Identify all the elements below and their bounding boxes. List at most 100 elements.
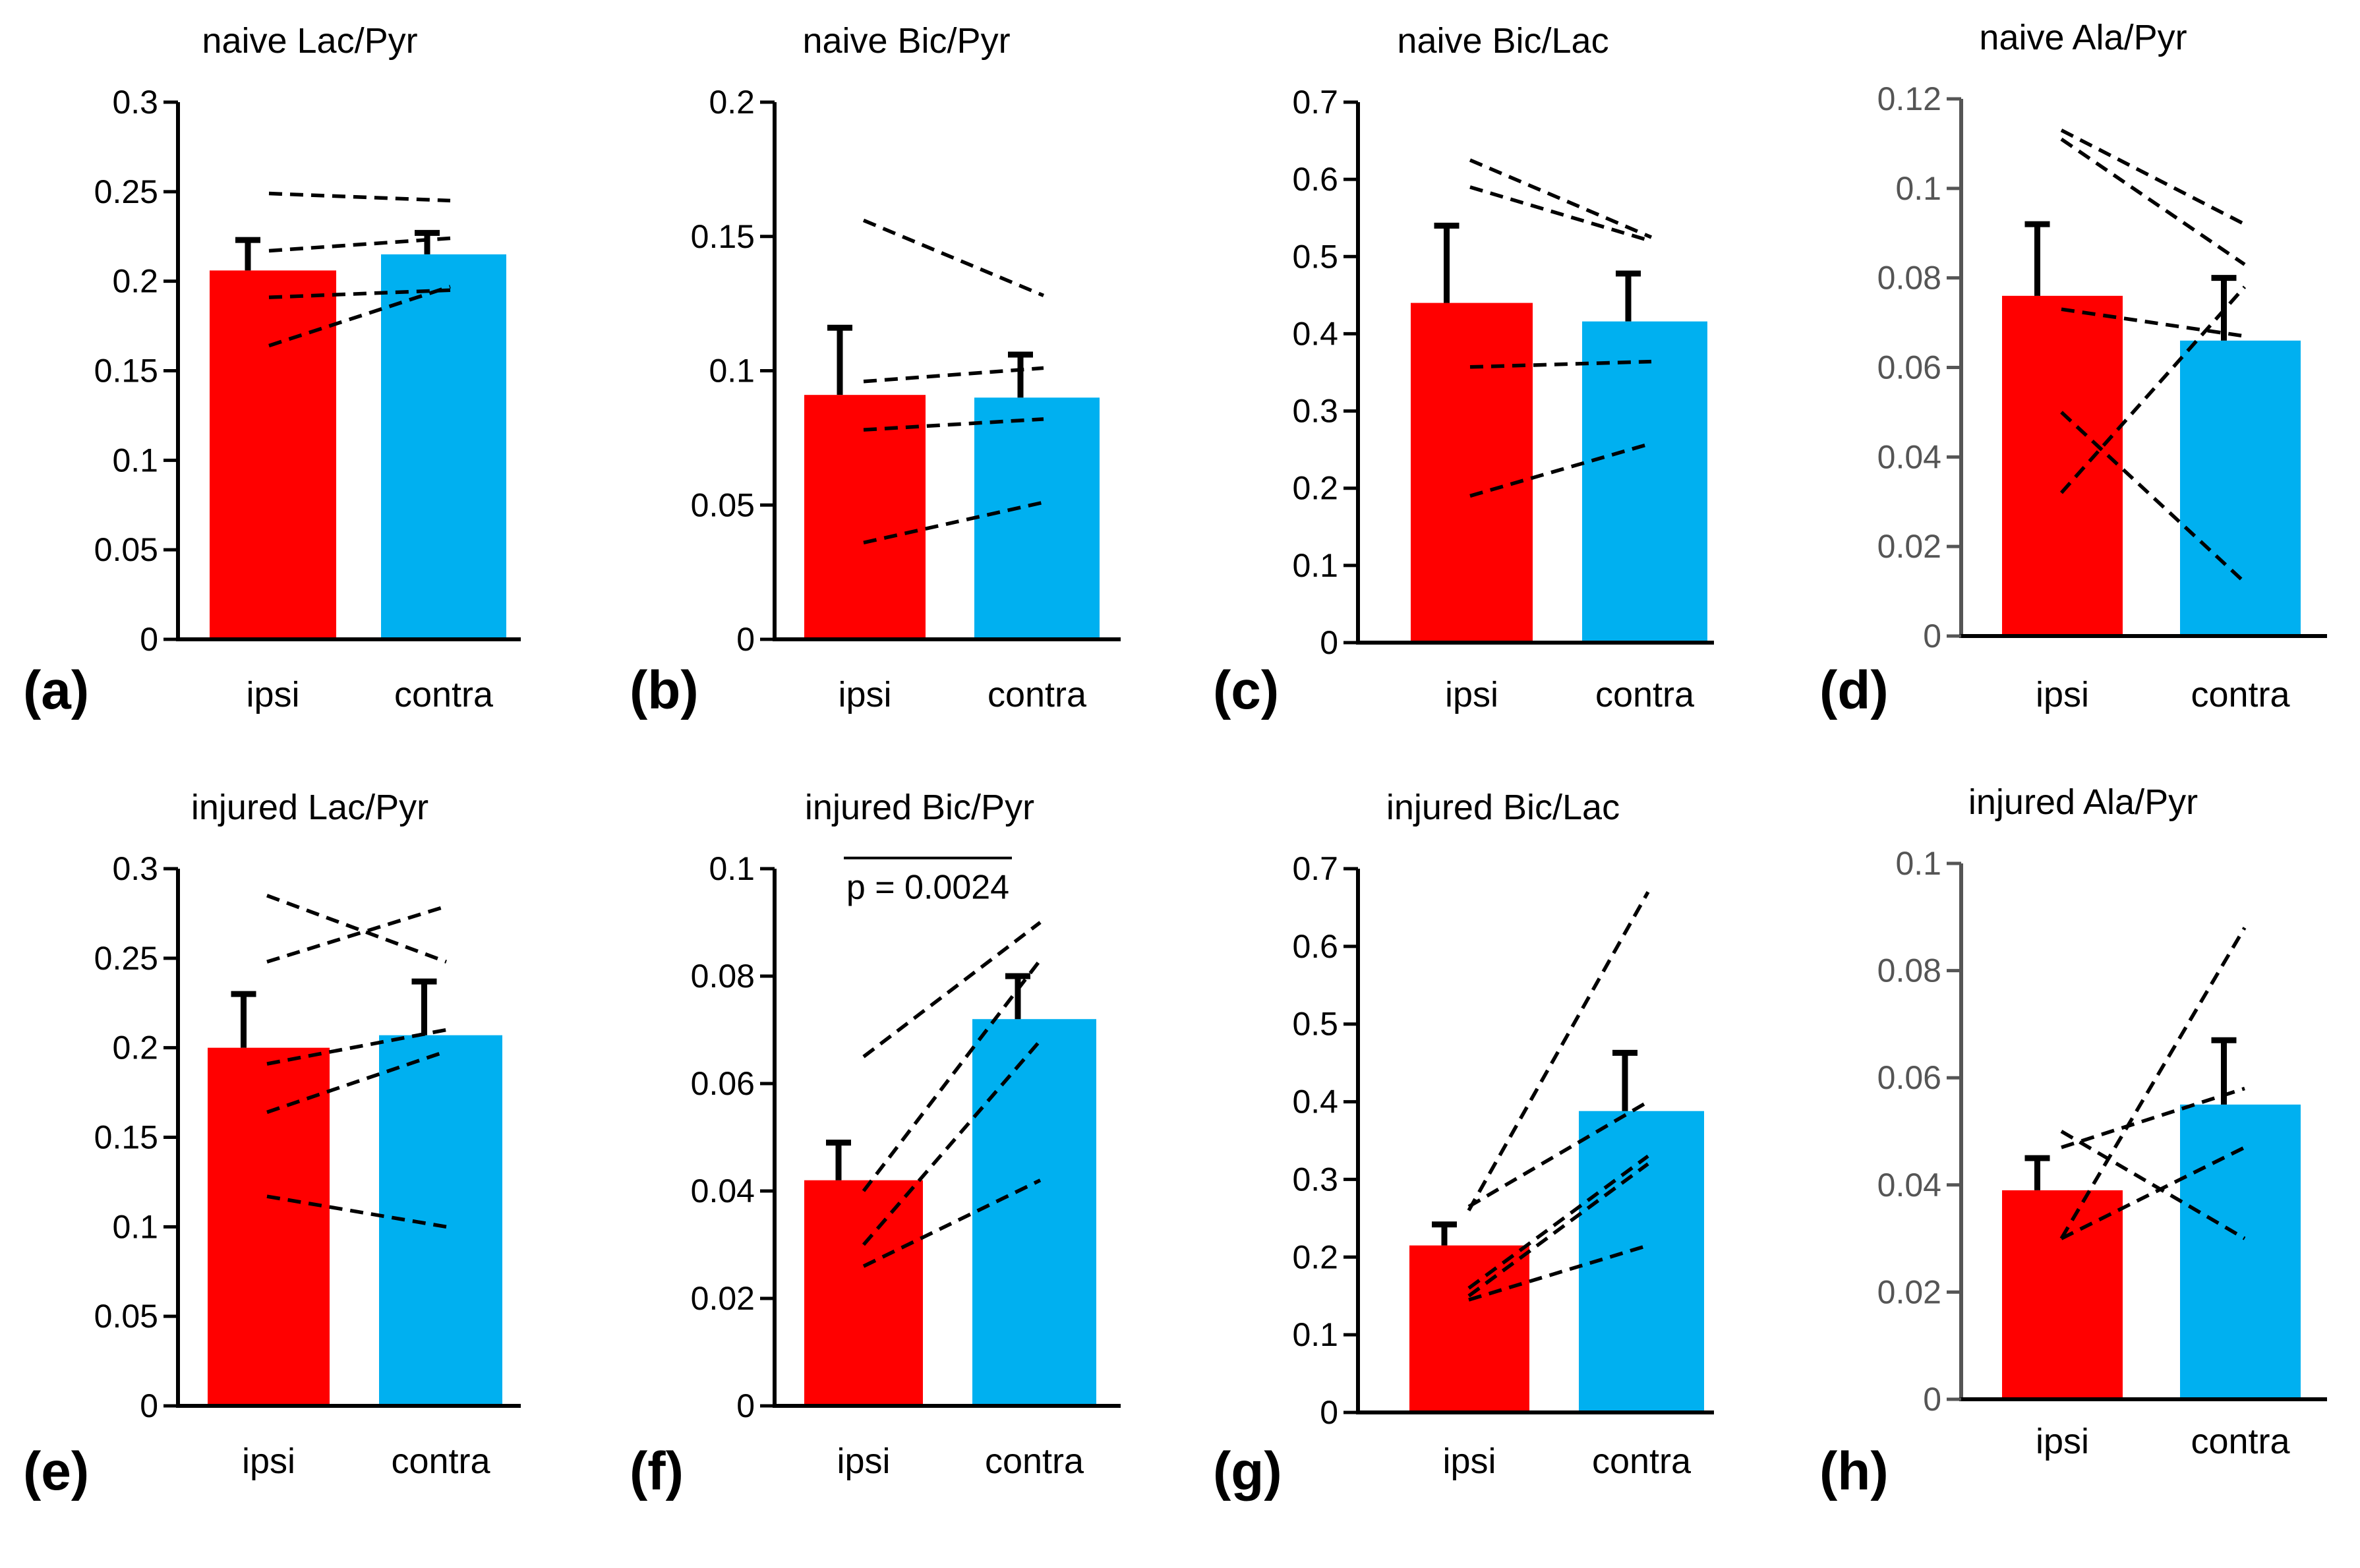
y-tick-label: 0.6: [1292, 161, 1338, 198]
chart-title: naive Bic/Pyr: [802, 21, 1010, 61]
category-label-contra: contra: [391, 1441, 490, 1481]
panel-label: (g): [1213, 1441, 1282, 1501]
panel-c: naive Bic/Lac 0 0.1 0.2 0.3 0.4 0.5 0.6 0.7 ipsi c…: [1213, 21, 1714, 720]
subject-line: [2060, 129, 2246, 226]
panel-g: injured Bic/Lac 0 0.1 0.2 0.3 0.4 0.5 0.6 0.7 ips…: [1213, 788, 1714, 1501]
y-tick-label: 0.25: [94, 940, 158, 977]
y-tick-label: 0.02: [1877, 528, 1941, 565]
y-tick-label: 0.05: [94, 1298, 158, 1335]
y-tick-label: 0.06: [1877, 1059, 1941, 1096]
y-tick-label: 0.6: [1292, 928, 1338, 965]
y-tick-label: 0.1: [112, 442, 158, 479]
y-tick-label: 0: [1923, 1381, 1941, 1418]
bar-contra: [1582, 321, 1707, 643]
y-tick-label: 0.1: [1292, 1316, 1338, 1353]
y-tick-label: 0.2: [709, 84, 755, 121]
subject-line: [2059, 285, 2247, 494]
category-label-ipsi: ipsi: [1445, 675, 1498, 714]
p-value-label: p = 0.0024: [846, 869, 1009, 907]
subject-line: [266, 1194, 447, 1229]
bar-ipsi: [210, 270, 336, 639]
panel-label: (d): [1819, 660, 1889, 720]
subject-line: [1467, 1162, 1649, 1298]
y-tick-label: 0.2: [112, 263, 158, 300]
subject-line: [862, 1039, 1042, 1246]
chart-title: naive Lac/Pyr: [202, 21, 417, 61]
y-tick-label: 0.3: [1292, 1161, 1338, 1198]
y-tick-label: 0: [1923, 618, 1941, 654]
y-tick-label: 0.08: [1877, 952, 1941, 989]
panel-d: naive Ala/Pyr 0 0.02 0.04 0.06 0.08 0.1 0.12 ips…: [1819, 18, 2327, 720]
panel-f: injured Bic/Pyr 0 0.02 0.04 0.06 0.08 0.1 ipsi c…: [630, 788, 1121, 1501]
bar-ipsi: [804, 395, 926, 639]
subject-line: [862, 1178, 1042, 1268]
panel-a: naive Lac/Pyr 0 0.05 0.1 0.15 0.2 0.25 0.3 ipsi c…: [23, 21, 521, 720]
panel-h: injured Ala/Pyr 0 0.02 0.04 0.06 0.08 0.1 ipsi c…: [1819, 782, 2327, 1501]
category-label-contra: contra: [2191, 675, 2290, 714]
y-tick-label: 0.1: [1895, 170, 1941, 207]
subject-line: [2060, 1146, 2246, 1240]
subject-line: [268, 191, 451, 203]
y-tick-label: 0.1: [709, 850, 755, 887]
y-tick-label: 0.05: [691, 486, 755, 523]
subject-line: [1468, 1243, 1649, 1302]
subject-line: [268, 285, 451, 348]
subject-line: [2060, 137, 2246, 266]
bar-contra: [2180, 1104, 2301, 1399]
y-tick-label: 0.1: [112, 1208, 158, 1245]
y-tick-label: 0.05: [94, 531, 158, 568]
bar-contra: [2180, 340, 2301, 636]
panel-label: (e): [23, 1441, 89, 1501]
subject-line: [862, 218, 1045, 297]
y-tick-label: 0.3: [112, 850, 158, 887]
chart-title: injured Bic/Lac: [1386, 788, 1620, 827]
subject-line: [1469, 185, 1652, 243]
subject-line: [2060, 1130, 2246, 1240]
chart-title: naive Bic/Lac: [1397, 21, 1608, 61]
category-label-ipsi: ipsi: [838, 675, 891, 714]
y-tick-label: 0.3: [1292, 393, 1338, 430]
subject-line: [1469, 359, 1652, 369]
bar-ipsi: [1409, 1245, 1529, 1412]
y-tick-label: 0.2: [1292, 470, 1338, 507]
y-tick-label: 0: [736, 621, 755, 658]
chart-title: injured Lac/Pyr: [191, 788, 428, 827]
subject-line: [266, 894, 447, 964]
category-label-contra: contra: [2191, 1422, 2290, 1461]
subject-line: [266, 904, 447, 964]
y-tick-label: 0.15: [94, 1119, 158, 1156]
y-tick-label: 0.25: [94, 173, 158, 210]
bar-ipsi: [804, 1180, 923, 1406]
bar-contra: [972, 1019, 1096, 1406]
category-label-ipsi: ipsi: [246, 675, 299, 714]
panel-b: naive Bic/Pyr 0 0.05 0.1 0.15 0.2 ipsi contra (b…: [630, 21, 1121, 720]
subject-line: [268, 236, 451, 253]
y-tick-label: 0.02: [1877, 1273, 1941, 1310]
panel-e: injured Lac/Pyr 0 0.05 0.1 0.15 0.2 0.25 0.3 ips…: [23, 788, 521, 1501]
subject-line: [862, 958, 1042, 1192]
y-tick-label: 0: [140, 1387, 158, 1424]
bar-ipsi: [2002, 1190, 2123, 1399]
category-label-ipsi: ipsi: [837, 1441, 890, 1481]
subject-line: [2061, 1086, 2245, 1149]
y-tick-label: 0.06: [691, 1065, 755, 1102]
y-tick-label: 0.04: [1877, 438, 1941, 475]
subject-line: [266, 1028, 447, 1066]
y-tick-label: 0.04: [1877, 1167, 1941, 1204]
category-label-ipsi: ipsi: [2036, 675, 2089, 714]
subject-line: [268, 288, 451, 299]
y-tick-label: 0.15: [94, 353, 158, 390]
bar-ipsi: [2002, 295, 2123, 636]
subject-line: [1469, 158, 1653, 239]
subject-line: [1467, 1100, 1649, 1209]
y-tick-label: 0.7: [1292, 84, 1338, 121]
y-tick-label: 0: [140, 621, 158, 658]
y-tick-label: 0.1: [1292, 547, 1338, 584]
subject-line: [2061, 307, 2245, 338]
y-tick-label: 0.15: [691, 218, 755, 255]
category-label-contra: contra: [394, 675, 494, 714]
category-label-ipsi: ipsi: [2036, 1422, 2089, 1461]
bar-ipsi: [208, 1047, 330, 1406]
panel-label: (a): [23, 660, 89, 720]
y-tick-label: 0.04: [691, 1173, 755, 1209]
